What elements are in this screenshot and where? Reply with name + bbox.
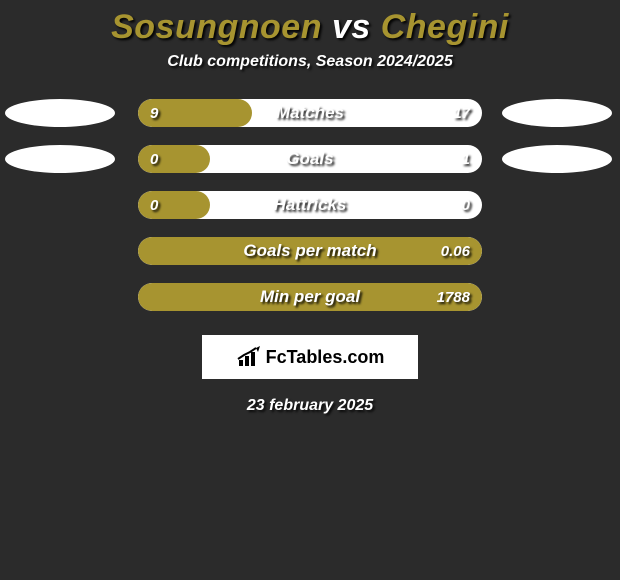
stat-left-value: 9	[150, 105, 158, 122]
stat-left-value: 0	[150, 197, 158, 214]
subtitle: Club competitions, Season 2024/2025	[167, 53, 452, 71]
player2-badge	[502, 99, 612, 127]
stat-row: Hattricks0 0	[0, 191, 620, 219]
fctables-logo: FcTables.com	[202, 335, 418, 379]
stat-row: Goals per match0.06	[0, 237, 620, 265]
stat-left-value: 0	[150, 151, 158, 168]
stat-label: Min per goal	[138, 287, 482, 307]
chart-icon	[236, 346, 262, 368]
player2-badge	[502, 145, 612, 173]
vs-text: vs	[332, 8, 371, 46]
stat-bar: Hattricks0 0	[138, 191, 482, 219]
stat-row: Min per goal1788	[0, 283, 620, 311]
stat-right-value: 17	[453, 105, 470, 122]
date: 23 february 2025	[247, 397, 373, 415]
player1-name: Sosungnoen	[111, 8, 322, 46]
stat-right-value: 0.06	[441, 243, 470, 260]
stat-bar: Goals0 1	[138, 145, 482, 173]
stat-bar: Min per goal1788	[138, 283, 482, 311]
stat-label: Hattricks	[138, 195, 482, 215]
stat-label: Goals	[138, 149, 482, 169]
stat-bar: Matches9 17	[138, 99, 482, 127]
infographic-container: Sosungnoen vs Chegini Club competitions,…	[0, 0, 620, 415]
stat-right-value: 0	[462, 197, 470, 214]
player1-badge	[5, 99, 115, 127]
stat-row: Matches9 17	[0, 99, 620, 127]
logo-text: FcTables.com	[266, 347, 385, 368]
stat-row: Goals0 1	[0, 145, 620, 173]
stat-right-value: 1788	[437, 289, 470, 306]
stat-bar: Goals per match0.06	[138, 237, 482, 265]
player2-name: Chegini	[381, 8, 509, 46]
player1-badge	[5, 145, 115, 173]
title-row: Sosungnoen vs Chegini	[111, 8, 509, 47]
comparison-bars: Matches917Goals01Hattricks00Goals per ma…	[0, 99, 620, 329]
stat-label: Matches	[138, 103, 482, 123]
stat-label: Goals per match	[138, 241, 482, 261]
stat-right-value: 1	[462, 151, 470, 168]
